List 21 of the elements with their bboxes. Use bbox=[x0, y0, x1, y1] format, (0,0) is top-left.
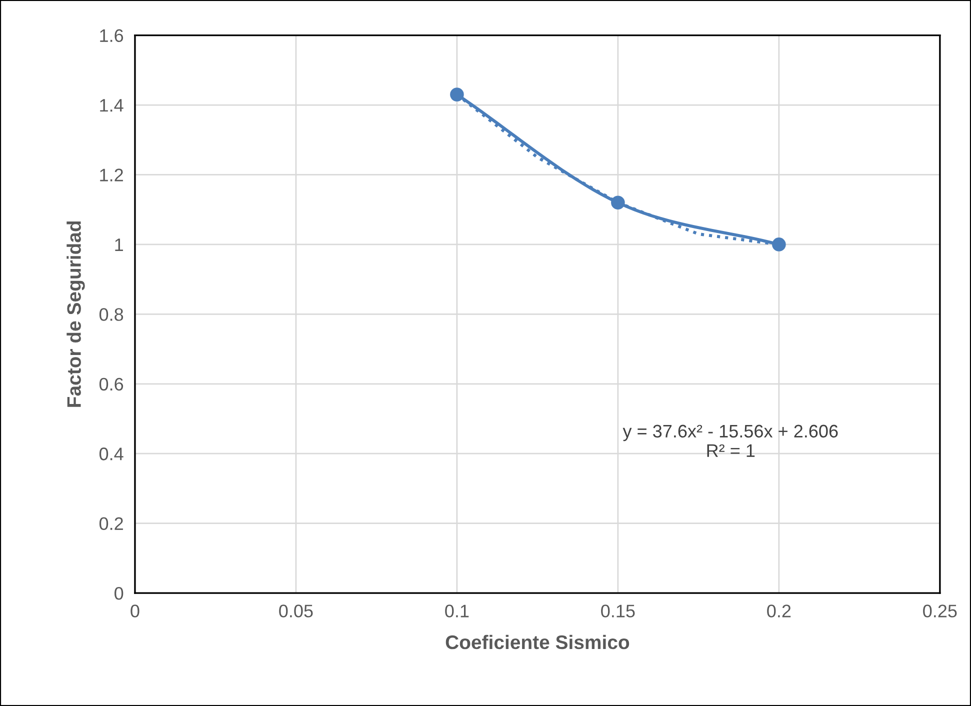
point bbox=[772, 238, 786, 252]
y-tick-label: 1 bbox=[115, 238, 123, 251]
x-tick-label: 0 bbox=[130, 604, 140, 618]
y-tick-label: 0 bbox=[114, 586, 124, 600]
x-axis-title: Coeficiente Sismico bbox=[446, 634, 630, 650]
x-tick-label: 0.1 bbox=[445, 604, 469, 618]
point bbox=[450, 88, 464, 102]
x-tick-label: 0.2 bbox=[767, 604, 791, 618]
x-tick-label: 0.05 bbox=[279, 604, 313, 618]
y-tick-label: 0.6 bbox=[99, 378, 124, 391]
y-axis-title: Factor de Seguridad bbox=[66, 221, 85, 407]
y-tick-label: 0.2 bbox=[99, 517, 123, 530]
y-tick-label: 1.6 bbox=[100, 29, 124, 42]
annotation: y = 37.6x² - 15.56x + 2.606 R² = 1 bbox=[622, 424, 838, 457]
x-tick-label: 0.15 bbox=[601, 604, 635, 618]
y-tick-label: 1.4 bbox=[100, 99, 124, 112]
y-tick-label: 0.4 bbox=[99, 448, 124, 460]
x-tick-label: 0.25 bbox=[923, 604, 957, 618]
y-tick-label: 1.2 bbox=[100, 168, 123, 182]
point bbox=[611, 196, 625, 210]
y-tick-label: 0.8 bbox=[99, 308, 124, 321]
